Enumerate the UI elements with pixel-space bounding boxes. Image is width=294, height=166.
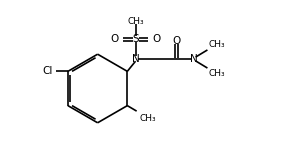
Text: CH₃: CH₃ [209,40,225,49]
Text: N: N [132,54,139,64]
Text: CH₃: CH₃ [140,114,156,123]
Text: O: O [111,34,119,44]
Text: Cl: Cl [42,66,53,76]
Text: CH₃: CH₃ [127,17,144,26]
Text: CH₃: CH₃ [209,69,225,78]
Text: S: S [132,34,139,44]
Text: O: O [152,34,160,44]
Text: N: N [190,54,198,64]
Text: O: O [173,36,181,46]
